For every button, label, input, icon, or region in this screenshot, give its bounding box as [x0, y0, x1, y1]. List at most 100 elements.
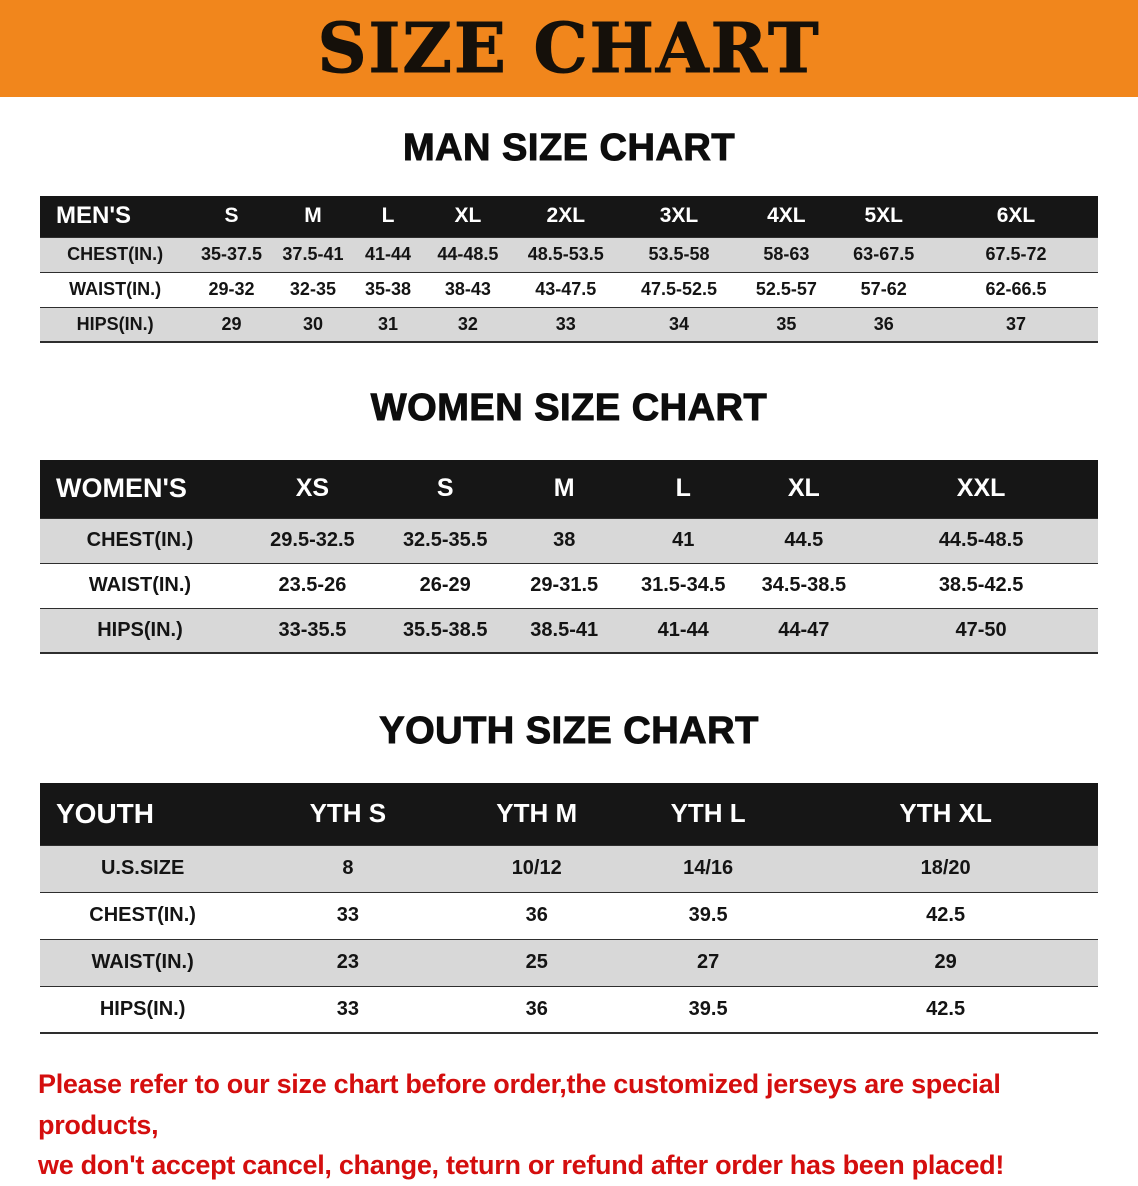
- size-value-cell: 42.5: [793, 892, 1098, 939]
- size-value-cell: 30: [272, 307, 354, 342]
- size-column-header: M: [272, 196, 354, 237]
- table-title-cell: YOUTH: [40, 783, 246, 845]
- size-value-cell: 33: [245, 892, 451, 939]
- youth-section-heading: YOUTH SIZE CHART: [379, 710, 759, 753]
- size-column-header: 3XL: [618, 196, 740, 237]
- table-header-row: YOUTH YTH S YTH M YTH L YTH XL: [40, 783, 1098, 845]
- row-label-cell: WAIST(IN.): [40, 563, 240, 608]
- size-value-cell: 42.5: [793, 986, 1098, 1033]
- size-value-cell: 52.5-57: [739, 272, 834, 307]
- size-value-cell: 14/16: [622, 845, 794, 892]
- table-row: WAIST(IN.) 23 25 27 29: [40, 939, 1098, 986]
- size-value-cell: 34: [618, 307, 740, 342]
- size-value-cell: 36: [833, 307, 934, 342]
- women-size-section: WOMEN SIZE CHART WOMEN'S XS S M L XL XXL CHEST(…: [0, 387, 1138, 654]
- size-column-header: L: [353, 196, 423, 237]
- table-row: CHEST(IN.) 35-37.5 37.5-41 41-44 44-48.5 48.5…: [40, 237, 1098, 272]
- size-value-cell: 35: [739, 307, 834, 342]
- row-label-cell: CHEST(IN.): [40, 518, 240, 563]
- size-value-cell: 38: [505, 518, 623, 563]
- size-column-header: YTH L: [622, 783, 794, 845]
- size-value-cell: 33-35.5: [239, 608, 385, 653]
- size-value-cell: 39.5: [622, 986, 794, 1033]
- size-column-header: YTH XL: [793, 783, 1098, 845]
- size-value-cell: 38.5-42.5: [864, 563, 1098, 608]
- size-value-cell: 10/12: [450, 845, 623, 892]
- size-value-cell: 33: [245, 986, 451, 1033]
- size-value-cell: 25: [450, 939, 623, 986]
- size-column-header: 5XL: [833, 196, 934, 237]
- table-row: CHEST(IN.) 33 36 39.5 42.5: [40, 892, 1098, 939]
- size-column-header: YTH M: [450, 783, 623, 845]
- banner-title: SIZE CHART: [317, 8, 821, 89]
- size-value-cell: 67.5-72: [933, 237, 1098, 272]
- size-value-cell: 8: [245, 845, 451, 892]
- table-header-row: WOMEN'S XS S M L XL XXL: [40, 460, 1098, 518]
- size-value-cell: 29-31.5: [505, 563, 623, 608]
- notice-line-2: we don't accept cancel, change, teturn o…: [38, 1150, 1005, 1180]
- mens-size-table: MEN'S S M L XL 2XL 3XL 4XL 5XL 6XL CHEST(IN.) 35-37…: [40, 196, 1098, 343]
- size-value-cell: 38.5-41: [505, 608, 623, 653]
- size-value-cell: 38-43: [422, 272, 513, 307]
- size-value-cell: 36: [450, 986, 623, 1033]
- table-row: HIPS(IN.) 33-35.5 35.5-38.5 38.5-41 41-44 44-…: [40, 608, 1098, 653]
- size-value-cell: 44.5: [743, 518, 865, 563]
- size-value-cell: 43-47.5: [512, 272, 619, 307]
- youth-size-section: YOUTH SIZE CHART YOUTH YTH S YTH M YTH L YTH…: [0, 710, 1138, 1034]
- size-value-cell: 32: [422, 307, 513, 342]
- size-value-cell: 62-66.5: [933, 272, 1098, 307]
- size-value-cell: 31.5-34.5: [622, 563, 744, 608]
- size-chart-banner: SIZE CHART: [0, 0, 1138, 97]
- table-title-cell: WOMEN'S: [40, 460, 240, 518]
- row-label-cell: CHEST(IN.): [40, 237, 191, 272]
- row-label-cell: U.S.SIZE: [40, 845, 246, 892]
- size-value-cell: 35-38: [353, 272, 423, 307]
- size-value-cell: 48.5-53.5: [512, 237, 619, 272]
- size-value-cell: 35-37.5: [190, 237, 273, 272]
- size-value-cell: 23.5-26: [239, 563, 385, 608]
- size-value-cell: 29.5-32.5: [239, 518, 385, 563]
- size-value-cell: 33: [512, 307, 619, 342]
- size-value-cell: 18/20: [793, 845, 1098, 892]
- row-label-cell: HIPS(IN.): [40, 307, 191, 342]
- size-value-cell: 47-50: [864, 608, 1098, 653]
- size-column-header: L: [622, 460, 744, 518]
- table-row: U.S.SIZE 8 10/12 14/16 18/20: [40, 845, 1098, 892]
- size-value-cell: 29: [190, 307, 273, 342]
- size-value-cell: 29: [793, 939, 1098, 986]
- size-column-header: 2XL: [512, 196, 619, 237]
- order-notice: Please refer to our size chart before or…: [38, 1064, 1100, 1186]
- size-column-header: S: [190, 196, 273, 237]
- size-column-header: S: [384, 460, 506, 518]
- size-column-header: M: [505, 460, 623, 518]
- table-row: CHEST(IN.) 29.5-32.5 32.5-35.5 38 41 44.5 44.5…: [40, 518, 1098, 563]
- man-section-heading: MAN SIZE CHART: [402, 127, 736, 170]
- size-value-cell: 57-62: [833, 272, 934, 307]
- size-column-header: XL: [743, 460, 865, 518]
- size-column-header: XXL: [864, 460, 1098, 518]
- size-value-cell: 58-63: [739, 237, 834, 272]
- table-title-cell: MEN'S: [40, 196, 191, 237]
- table-row: HIPS(IN.) 33 36 39.5 42.5: [40, 986, 1098, 1033]
- row-label-cell: CHEST(IN.): [40, 892, 246, 939]
- women-section-heading: WOMEN SIZE CHART: [370, 387, 768, 430]
- size-value-cell: 37.5-41: [272, 237, 354, 272]
- size-value-cell: 29-32: [190, 272, 273, 307]
- size-value-cell: 35.5-38.5: [384, 608, 506, 653]
- row-label-cell: HIPS(IN.): [40, 986, 246, 1033]
- size-value-cell: 41-44: [622, 608, 744, 653]
- table-row: WAIST(IN.) 29-32 32-35 35-38 38-43 43-47.5 47.…: [40, 272, 1098, 307]
- size-value-cell: 44-48.5: [422, 237, 513, 272]
- size-value-cell: 44.5-48.5: [864, 518, 1098, 563]
- size-value-cell: 34.5-38.5: [743, 563, 865, 608]
- size-value-cell: 41-44: [353, 237, 423, 272]
- man-size-section: MAN SIZE CHART MEN'S S M L XL 2XL 3XL 4XL 5XL 6XL…: [0, 127, 1138, 343]
- size-value-cell: 37: [933, 307, 1098, 342]
- size-value-cell: 47.5-52.5: [618, 272, 740, 307]
- size-value-cell: 23: [245, 939, 451, 986]
- size-value-cell: 26-29: [384, 563, 506, 608]
- size-column-header: 4XL: [739, 196, 834, 237]
- youth-size-table: YOUTH YTH S YTH M YTH L YTH XL U.S.SIZE 8 10/12…: [40, 783, 1098, 1034]
- size-column-header: 6XL: [933, 196, 1098, 237]
- size-value-cell: 32-35: [272, 272, 354, 307]
